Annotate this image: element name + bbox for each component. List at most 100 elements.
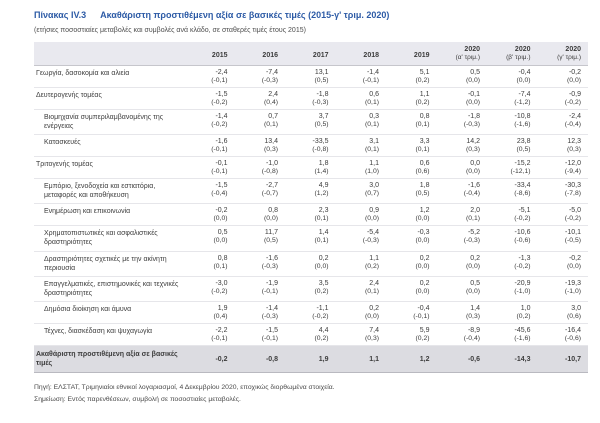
contribution: (0,3) [466, 312, 480, 320]
value-cell: -2,7 (-0,7) [234, 178, 285, 205]
value: 2,0 [470, 207, 480, 215]
total-value-cell: -14,3 [487, 344, 538, 374]
value-cell: 1,0 (0,2) [487, 301, 538, 324]
contribution: (0,0) [365, 215, 379, 223]
table-number: Πίνακας IV.3 [34, 10, 87, 20]
column-quarter-label [386, 60, 430, 61]
value: 0,0 [470, 160, 480, 168]
table-row: Γεωργία, δασοκομία και αλιεία -2,4 (-0,1) -… [34, 65, 588, 88]
value: 0,3 [369, 113, 379, 120]
value: -0,1 [467, 91, 480, 98]
value-cell: -1,1 (-0,2) [285, 301, 336, 324]
header-row: 2015 2016 2017 2018 2019 2020 (α' τριμ.) 2020 (β… [34, 42, 588, 66]
value-cell: -8,9 (-0,4) [436, 323, 487, 346]
value: -7,4 [518, 91, 531, 98]
value-cell: -33,5 (-0,8) [285, 134, 336, 158]
contribution: (-0,8) [261, 168, 278, 176]
contribution: (-0,4) [463, 334, 480, 342]
value-cell: -1,4 (-0,1) [335, 65, 386, 88]
contribution: (-0,6) [514, 237, 531, 245]
value-cell: -16,4 (-0,6) [537, 323, 588, 346]
column-year-label: 2020 [464, 46, 480, 53]
value-cell: 4,4 (0,2) [285, 323, 336, 346]
contribution: (-0,4) [211, 190, 228, 198]
value-cell: 1,1 (1,0) [335, 156, 386, 180]
value: -1,0 [265, 160, 278, 168]
value-cell: -1,5 (-0,4) [184, 178, 235, 205]
value: -1,5 [215, 91, 228, 98]
table-row: Δημόσια διοίκηση και άμυνα 1,9 (0,4) -1,4 (-… [34, 301, 588, 324]
value-cell: -1,3 (-0,2) [487, 251, 538, 277]
column-header: 2020 (γ' τριμ.) [537, 42, 588, 66]
value-cell: 0,8 (0,1) [386, 109, 437, 136]
contribution: (-0,7) [261, 190, 278, 198]
value: 0,9 [369, 207, 379, 215]
value-cell: -0,4 (0,0) [487, 65, 538, 88]
total-value-cell: 1,9 [285, 344, 336, 374]
value-cell: -0,4 (-0,1) [386, 301, 437, 324]
value: 3,1 [369, 138, 379, 146]
value-cell: 4,9 (1,2) [285, 178, 336, 205]
value: 1,2 [419, 207, 430, 215]
value-cell: -1,9 (-0,1) [234, 276, 285, 302]
value-cell: -5,4 (-0,3) [335, 225, 386, 252]
contribution: (0,3) [264, 146, 278, 154]
contribution: (-0,2) [564, 99, 581, 106]
value-cell: -45,6 (-1,6) [487, 323, 538, 346]
value: 4,9 [318, 182, 329, 190]
value-cell: -5,2 (-0,3) [436, 225, 487, 252]
page-title: Πίνακας IV.3 Ακαθάριστη προστιθέμενη αξί… [34, 10, 588, 20]
contribution: (0,1) [314, 237, 329, 245]
contribution: (0,0) [567, 262, 581, 270]
sector-label: Βιομηχανία συμπεριλαμβανομένης της ενέργ… [34, 109, 184, 136]
value-cell: -7,4 (-0,3) [234, 65, 285, 88]
value: -1,5 [265, 326, 278, 334]
value: 1,1 [419, 91, 430, 98]
value-cell: -19,3 (-1,0) [537, 276, 588, 302]
value: -7,4 [265, 69, 278, 76]
contribution: (-0,2) [312, 312, 329, 320]
contribution: (0,0) [466, 99, 480, 106]
contribution: (0,1) [264, 121, 278, 128]
value-cell: 0,9 (0,0) [335, 203, 386, 227]
source-note: Πηγή: ΕΛΣΤΑΤ, Τριμηνιαίοι εθνικοί λογαρι… [34, 384, 335, 392]
value-cell: 13,4 (0,3) [234, 134, 285, 158]
value-cell: -0,2 (0,0) [537, 65, 588, 88]
contribution: (-1,6) [514, 121, 531, 128]
contribution: (0,0) [466, 262, 480, 270]
table-row: Χρηματοπιστωτικές και ασφαλιστικές δραστ… [34, 225, 588, 252]
table-row: Δραστηριότητες σχετικές με την ακίνητη π… [34, 251, 588, 277]
value: -20,9 [514, 279, 531, 287]
value-cell: 7,4 (0,3) [335, 323, 386, 346]
contribution: (0,0) [314, 262, 329, 270]
value: 0,2 [419, 254, 430, 262]
column-quarter-label [336, 60, 380, 61]
value: 0,7 [268, 113, 278, 120]
value: 0,2 [470, 254, 480, 262]
gva-table: 2015 2016 2017 2018 2019 2020 (α' τριμ.) 2020 (β… [34, 42, 588, 374]
value-cell: 0,8 (0,0) [234, 203, 285, 227]
value: -0,2 [215, 207, 228, 215]
contribution: (-0,2) [514, 215, 531, 223]
contribution: (0,1) [466, 215, 480, 223]
value: -2,7 [265, 182, 278, 190]
value: -30,3 [565, 182, 581, 190]
value-cell: 2,3 (0,1) [285, 203, 336, 227]
value: -5,2 [467, 229, 480, 237]
contribution: (-1,2) [514, 99, 531, 106]
value-cell: -1,6 (-0,3) [234, 251, 285, 277]
value: -1,6 [265, 254, 278, 262]
value: 12,3 [567, 138, 581, 146]
value-cell: -2,4 (-0,4) [537, 109, 588, 136]
value: 0,6 [419, 160, 430, 168]
value-cell: -1,6 (-0,1) [184, 134, 235, 158]
value: -1,4 [265, 304, 278, 312]
contribution: (0,5) [415, 190, 430, 198]
column-header: 2017 [285, 42, 336, 66]
total-row: Ακαθάριστη προστιθέμενη αξία σε βασικές … [34, 344, 588, 374]
column-quarter-label: (α' τριμ.) [455, 54, 480, 61]
value: -1,1 [316, 304, 329, 312]
contribution: (-0,1) [211, 77, 228, 84]
contribution: (0,2) [415, 99, 430, 106]
contribution: (-0,1) [211, 334, 228, 342]
